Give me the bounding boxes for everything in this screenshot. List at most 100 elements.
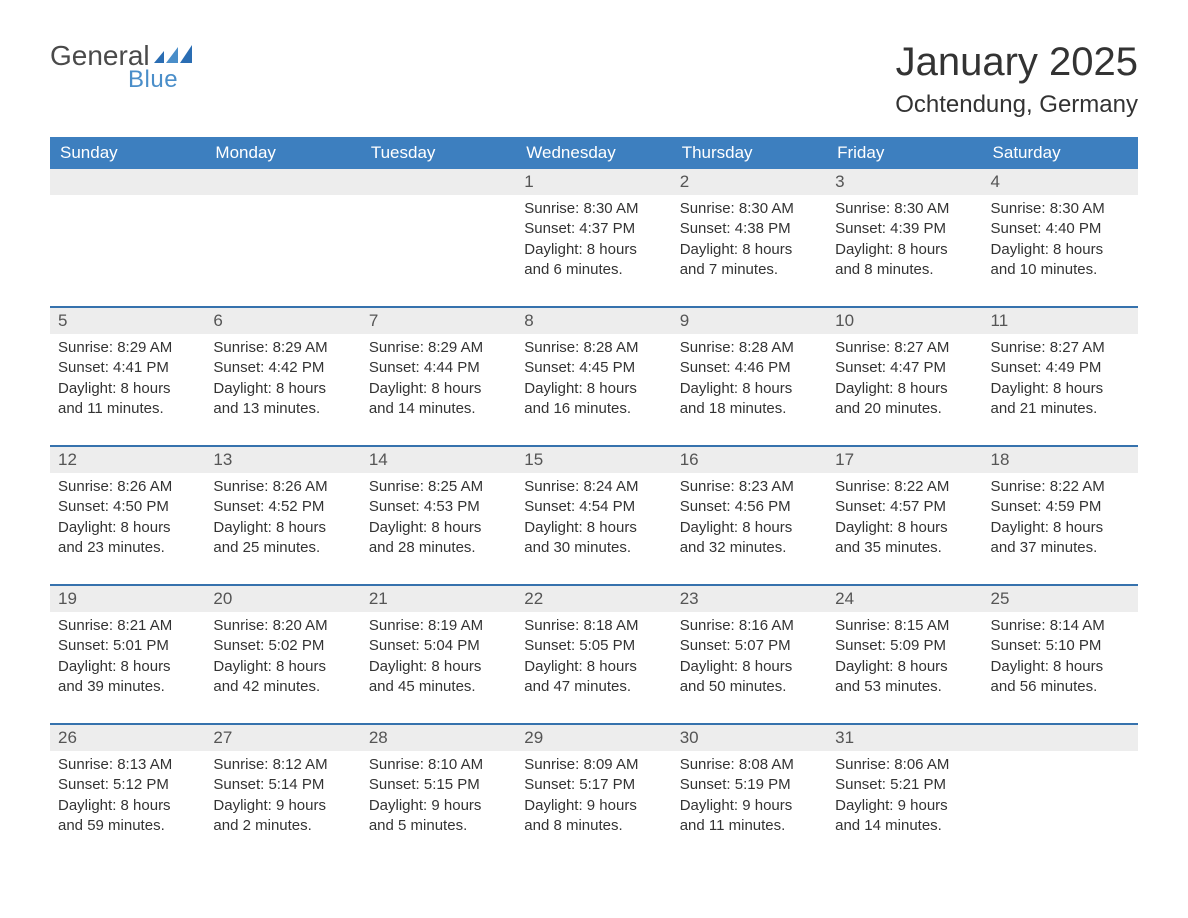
sunset-line: Sunset: 4:49 PM	[991, 358, 1130, 378]
calendar-cell: 26Sunrise: 8:13 AMSunset: 5:12 PMDayligh…	[50, 724, 205, 862]
sunset-line: Sunset: 4:50 PM	[58, 497, 197, 517]
sunrise-line: Sunrise: 8:18 AM	[524, 616, 663, 636]
daylight-line-1: Daylight: 8 hours	[369, 379, 508, 399]
daylight-line-2: and 13 minutes.	[213, 399, 352, 419]
daylight-line-1: Daylight: 8 hours	[835, 657, 974, 677]
sunset-line: Sunset: 4:57 PM	[835, 497, 974, 517]
daylight-line-1: Daylight: 8 hours	[524, 518, 663, 538]
daylight-line-1: Daylight: 8 hours	[680, 379, 819, 399]
sunrise-line: Sunrise: 8:19 AM	[369, 616, 508, 636]
daylight-line-2: and 21 minutes.	[991, 399, 1130, 419]
col-friday: Friday	[827, 137, 982, 169]
day-content	[205, 195, 360, 305]
location-label: Ochtendung, Germany	[895, 91, 1138, 119]
sunrise-line: Sunrise: 8:16 AM	[680, 616, 819, 636]
col-thursday: Thursday	[672, 137, 827, 169]
daylight-line-1: Daylight: 8 hours	[524, 240, 663, 260]
day-content: Sunrise: 8:22 AMSunset: 4:59 PMDaylight:…	[983, 473, 1138, 584]
brand-word-blue: Blue	[128, 66, 178, 94]
day-number: 17	[827, 447, 982, 473]
daylight-line-2: and 39 minutes.	[58, 677, 197, 697]
day-number: 20	[205, 586, 360, 612]
weekday-header-row: Sunday Monday Tuesday Wednesday Thursday…	[50, 137, 1138, 169]
sunrise-line: Sunrise: 8:12 AM	[213, 755, 352, 775]
day-number: 8	[516, 308, 671, 334]
calendar-cell: 3Sunrise: 8:30 AMSunset: 4:39 PMDaylight…	[827, 169, 982, 307]
day-content: Sunrise: 8:08 AMSunset: 5:19 PMDaylight:…	[672, 751, 827, 862]
sunset-line: Sunset: 5:12 PM	[58, 775, 197, 795]
day-content: Sunrise: 8:29 AMSunset: 4:42 PMDaylight:…	[205, 334, 360, 445]
daylight-line-1: Daylight: 8 hours	[835, 379, 974, 399]
day-content: Sunrise: 8:30 AMSunset: 4:39 PMDaylight:…	[827, 195, 982, 306]
daylight-line-2: and 11 minutes.	[680, 816, 819, 836]
daylight-line-1: Daylight: 8 hours	[58, 518, 197, 538]
day-number: 29	[516, 725, 671, 751]
sunset-line: Sunset: 4:46 PM	[680, 358, 819, 378]
flag-icon	[154, 45, 192, 65]
calendar-table: Sunday Monday Tuesday Wednesday Thursday…	[50, 137, 1138, 862]
calendar-cell: 15Sunrise: 8:24 AMSunset: 4:54 PMDayligh…	[516, 446, 671, 585]
sunrise-line: Sunrise: 8:09 AM	[524, 755, 663, 775]
sunset-line: Sunset: 4:45 PM	[524, 358, 663, 378]
daylight-line-2: and 5 minutes.	[369, 816, 508, 836]
daylight-line-2: and 10 minutes.	[991, 260, 1130, 280]
day-content: Sunrise: 8:20 AMSunset: 5:02 PMDaylight:…	[205, 612, 360, 723]
sunrise-line: Sunrise: 8:30 AM	[680, 199, 819, 219]
daylight-line-1: Daylight: 8 hours	[991, 657, 1130, 677]
sunrise-line: Sunrise: 8:26 AM	[213, 477, 352, 497]
calendar-cell: 4Sunrise: 8:30 AMSunset: 4:40 PMDaylight…	[983, 169, 1138, 307]
sunrise-line: Sunrise: 8:30 AM	[991, 199, 1130, 219]
sunrise-line: Sunrise: 8:06 AM	[835, 755, 974, 775]
daylight-line-2: and 8 minutes.	[524, 816, 663, 836]
day-number: 14	[361, 447, 516, 473]
sunrise-line: Sunrise: 8:24 AM	[524, 477, 663, 497]
sunset-line: Sunset: 5:15 PM	[369, 775, 508, 795]
daylight-line-2: and 47 minutes.	[524, 677, 663, 697]
calendar-cell: 19Sunrise: 8:21 AMSunset: 5:01 PMDayligh…	[50, 585, 205, 724]
sunrise-line: Sunrise: 8:27 AM	[991, 338, 1130, 358]
day-content: Sunrise: 8:30 AMSunset: 4:38 PMDaylight:…	[672, 195, 827, 306]
day-number: 26	[50, 725, 205, 751]
daylight-line-2: and 25 minutes.	[213, 538, 352, 558]
day-content: Sunrise: 8:22 AMSunset: 4:57 PMDaylight:…	[827, 473, 982, 584]
header: General Blue January 2025 Ochtendung, Ge…	[50, 40, 1138, 119]
daylight-line-1: Daylight: 8 hours	[524, 657, 663, 677]
day-number: 19	[50, 586, 205, 612]
daylight-line-2: and 50 minutes.	[680, 677, 819, 697]
daylight-line-2: and 11 minutes.	[58, 399, 197, 419]
day-content	[361, 195, 516, 305]
daylight-line-2: and 16 minutes.	[524, 399, 663, 419]
day-content: Sunrise: 8:23 AMSunset: 4:56 PMDaylight:…	[672, 473, 827, 584]
sunset-line: Sunset: 4:42 PM	[213, 358, 352, 378]
day-content: Sunrise: 8:29 AMSunset: 4:44 PMDaylight:…	[361, 334, 516, 445]
calendar-cell: 2Sunrise: 8:30 AMSunset: 4:38 PMDaylight…	[672, 169, 827, 307]
day-number: 2	[672, 169, 827, 195]
sunrise-line: Sunrise: 8:29 AM	[369, 338, 508, 358]
sunset-line: Sunset: 4:59 PM	[991, 497, 1130, 517]
day-number: 5	[50, 308, 205, 334]
daylight-line-2: and 14 minutes.	[369, 399, 508, 419]
day-content: Sunrise: 8:13 AMSunset: 5:12 PMDaylight:…	[50, 751, 205, 862]
calendar-cell: 31Sunrise: 8:06 AMSunset: 5:21 PMDayligh…	[827, 724, 982, 862]
calendar-cell	[361, 169, 516, 307]
calendar-cell: 1Sunrise: 8:30 AMSunset: 4:37 PMDaylight…	[516, 169, 671, 307]
col-monday: Monday	[205, 137, 360, 169]
day-content: Sunrise: 8:18 AMSunset: 5:05 PMDaylight:…	[516, 612, 671, 723]
sunset-line: Sunset: 5:01 PM	[58, 636, 197, 656]
daylight-line-1: Daylight: 8 hours	[213, 379, 352, 399]
daylight-line-2: and 14 minutes.	[835, 816, 974, 836]
daylight-line-2: and 32 minutes.	[680, 538, 819, 558]
day-number: 18	[983, 447, 1138, 473]
sunset-line: Sunset: 4:44 PM	[369, 358, 508, 378]
sunset-line: Sunset: 5:05 PM	[524, 636, 663, 656]
brand-logo: General Blue	[50, 40, 192, 94]
day-content: Sunrise: 8:26 AMSunset: 4:52 PMDaylight:…	[205, 473, 360, 584]
day-number: 16	[672, 447, 827, 473]
day-content: Sunrise: 8:29 AMSunset: 4:41 PMDaylight:…	[50, 334, 205, 445]
calendar-cell: 23Sunrise: 8:16 AMSunset: 5:07 PMDayligh…	[672, 585, 827, 724]
calendar-cell	[50, 169, 205, 307]
day-content: Sunrise: 8:27 AMSunset: 4:47 PMDaylight:…	[827, 334, 982, 445]
sunset-line: Sunset: 4:54 PM	[524, 497, 663, 517]
day-number	[983, 725, 1138, 751]
calendar-cell: 25Sunrise: 8:14 AMSunset: 5:10 PMDayligh…	[983, 585, 1138, 724]
